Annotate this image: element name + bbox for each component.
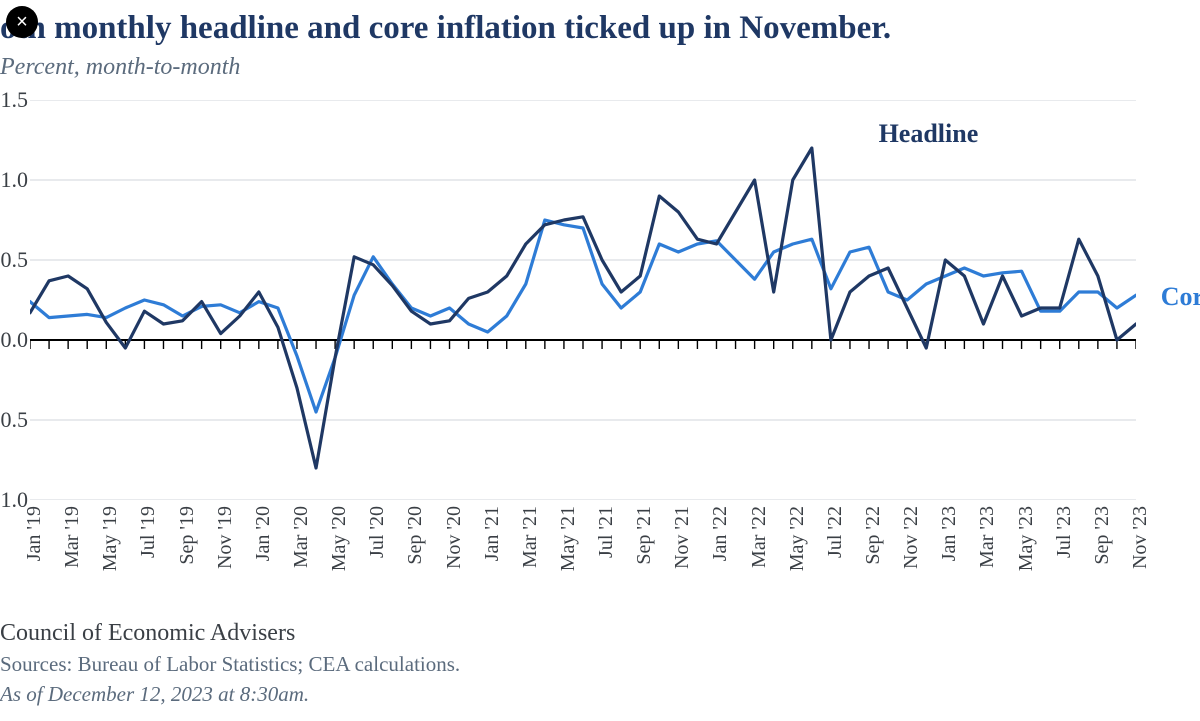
chart-title: oth monthly headline and core inflation … xyxy=(0,10,891,47)
x-axis-tick-label: Jan '22 xyxy=(709,506,732,561)
close-glyph: × xyxy=(16,12,28,32)
core-series-line xyxy=(30,220,1136,412)
core-series-label: Core xyxy=(1161,282,1200,312)
y-axis-tick-label: 0.5 xyxy=(0,247,28,273)
x-axis-tick-label: Sep '21 xyxy=(633,506,656,565)
x-axis-tick-label: Jul '21 xyxy=(595,506,618,558)
footer-sources: Sources: Bureau of Labor Statistics; CEA… xyxy=(0,652,460,677)
x-axis-tick-label: Nov '19 xyxy=(214,506,237,569)
x-axis-tick-label: Nov '20 xyxy=(443,506,466,569)
x-axis-tick-label: Mar '23 xyxy=(976,506,999,568)
x-axis-tick-label: May '19 xyxy=(99,506,122,571)
chart-subtitle: Percent, month-to-month xyxy=(0,54,240,81)
x-axis-tick-label: Mar '20 xyxy=(290,506,313,568)
close-icon[interactable]: × xyxy=(6,6,38,38)
x-axis-tick-label: Jan '23 xyxy=(938,506,961,561)
y-axis-tick-label: 1.0 xyxy=(0,167,28,193)
x-axis-tick-label: Nov '23 xyxy=(1129,506,1152,569)
x-axis-tick-label: Nov '22 xyxy=(900,506,923,569)
y-axis-tick-label: 1.5 xyxy=(0,87,28,113)
headline-series-label: Headline xyxy=(879,119,979,149)
x-axis-tick-label: Mar '19 xyxy=(61,506,84,568)
x-axis-tick-label: May '21 xyxy=(557,506,580,571)
y-axis-tick-label: 0.5 xyxy=(0,407,28,433)
x-axis-tick-label: Jul '23 xyxy=(1053,506,1076,558)
x-axis-tick-label: Mar '22 xyxy=(748,506,771,568)
x-axis-tick-label: Jan '20 xyxy=(252,506,275,561)
chart-area: 1.00.50.00.51.01.5Jan '19Mar '19May '19J… xyxy=(30,100,1136,500)
x-axis-tick-label: Jan '21 xyxy=(481,506,504,561)
line-chart-svg xyxy=(30,100,1136,500)
footer-org: Council of Economic Advisers xyxy=(0,620,295,647)
x-axis-tick-label: May '20 xyxy=(328,506,351,571)
x-axis-tick-label: Jul '19 xyxy=(137,506,160,558)
footer-asof: As of December 12, 2023 at 8:30am. xyxy=(0,682,309,707)
x-axis-tick-label: Sep '20 xyxy=(404,506,427,565)
x-axis-tick-label: May '22 xyxy=(786,506,809,571)
x-axis-tick-label: Sep '19 xyxy=(176,506,199,565)
x-axis-tick-label: Sep '23 xyxy=(1091,506,1114,565)
x-axis-tick-label: Jan '19 xyxy=(23,506,46,561)
x-axis-tick-label: Jul '20 xyxy=(366,506,389,558)
x-axis-tick-label: Mar '21 xyxy=(519,506,542,568)
x-axis-tick-label: Sep '22 xyxy=(862,506,885,565)
y-axis-tick-label: 0.0 xyxy=(0,327,28,353)
x-axis-tick-label: Nov '21 xyxy=(671,506,694,569)
x-axis-tick-label: May '23 xyxy=(1015,506,1038,571)
x-axis-tick-label: Jul '22 xyxy=(824,506,847,558)
